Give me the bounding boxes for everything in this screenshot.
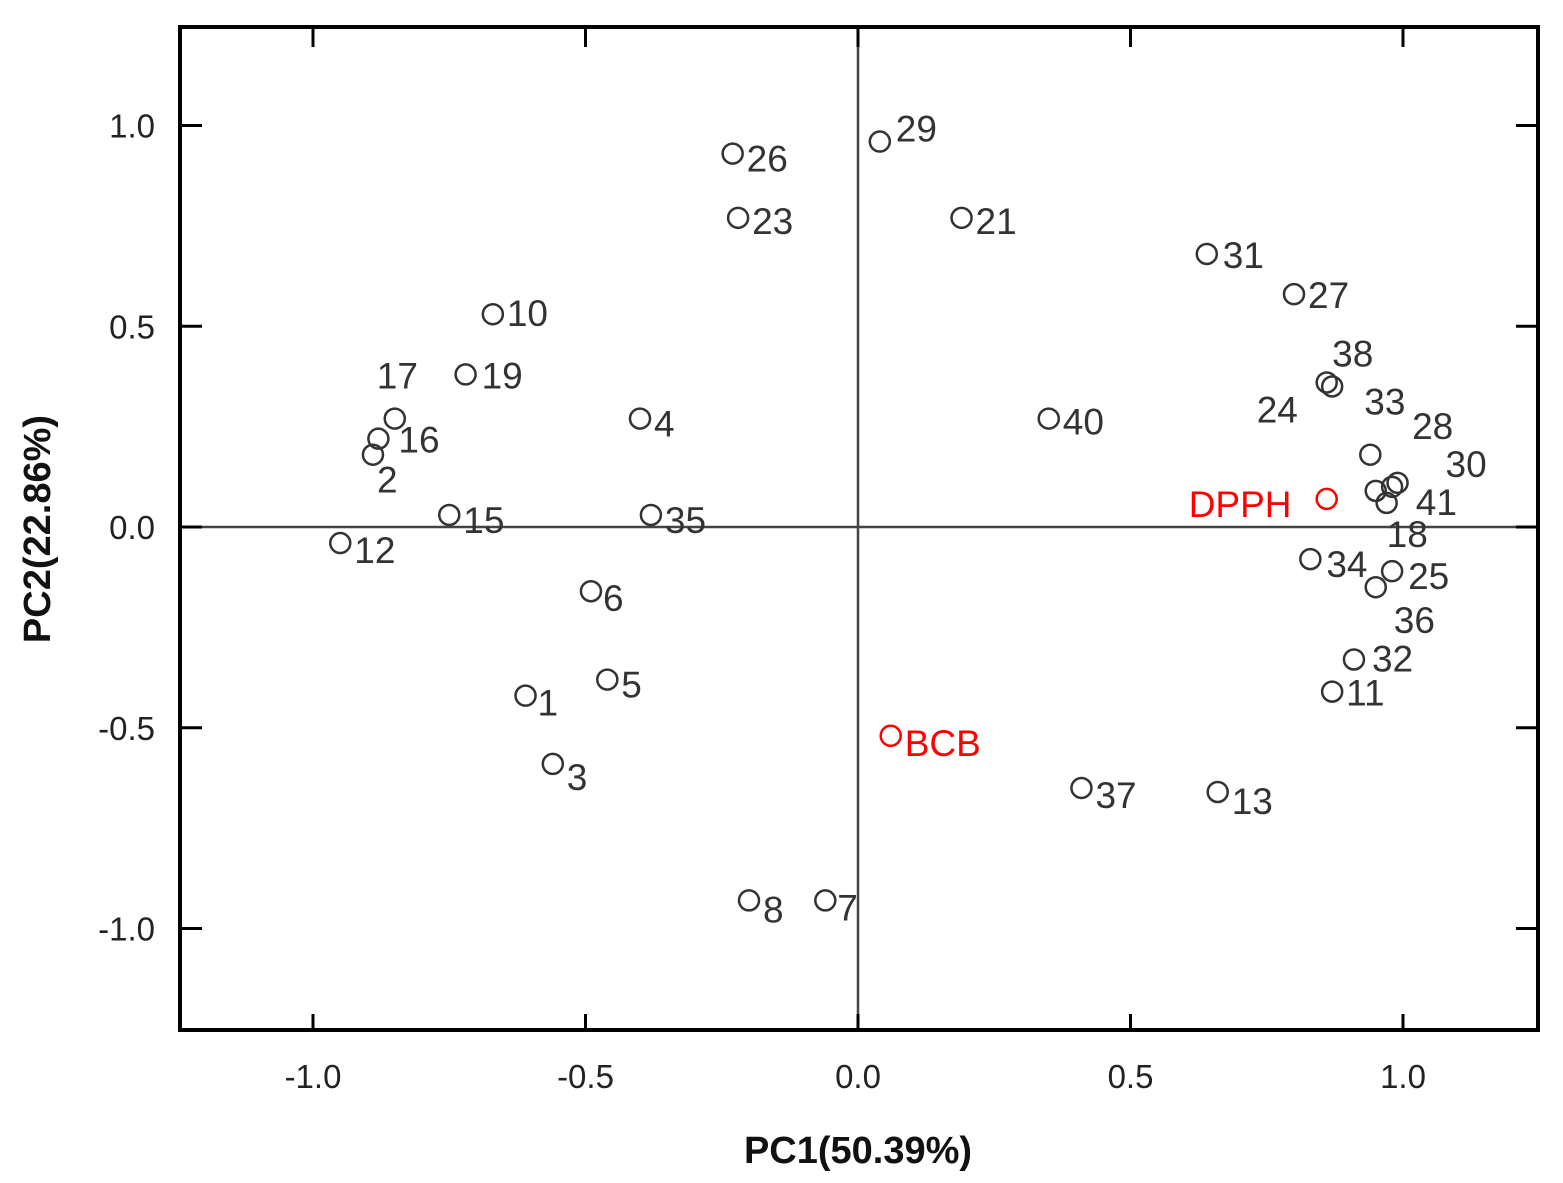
point-label-30: 30 (1446, 444, 1487, 485)
point-label-31: 31 (1223, 235, 1264, 276)
point-label-17: 17 (377, 356, 418, 397)
point-label-10: 10 (507, 293, 548, 334)
point-label-41: 41 (1416, 482, 1457, 523)
point-marker-41 (1364, 479, 1387, 503)
series-variables: DPPH BCB (879, 484, 1338, 764)
point-marker-6 (579, 579, 603, 603)
point-label-DPPH: DPPH (1189, 484, 1292, 525)
point-marker-7 (814, 889, 837, 912)
point-marker-28 (1380, 475, 1404, 499)
point-label-28: 28 (1412, 406, 1453, 447)
point-marker-2 (361, 443, 385, 466)
point-label-19: 19 (482, 355, 523, 396)
x-axis-title: PC1(50.39%) (744, 1130, 972, 1172)
point-marker-33 (1359, 443, 1382, 466)
point-label-12: 12 (354, 530, 395, 571)
point-label-6: 6 (603, 578, 624, 619)
point-marker-8 (737, 889, 761, 912)
point-label-13: 13 (1232, 781, 1273, 822)
point-marker-11 (1320, 680, 1344, 703)
point-marker-35 (639, 503, 663, 527)
series-samples: 1234567810111213151617181921232425262728… (329, 109, 1487, 930)
point-label-37: 37 (1095, 775, 1136, 816)
point-label-2: 2 (377, 460, 398, 501)
y-tick-label: 1.0 (109, 108, 155, 145)
point-marker-19 (454, 363, 477, 386)
point-label-16: 16 (398, 420, 439, 461)
point-label-23: 23 (752, 201, 793, 242)
point-marker-15 (438, 503, 461, 527)
point-marker-3 (541, 752, 565, 776)
point-label-38: 38 (1332, 333, 1373, 374)
point-label-5: 5 (621, 665, 642, 706)
point-marker-34 (1299, 547, 1322, 571)
x-tick-label: 0.5 (1108, 1058, 1154, 1095)
point-marker-21 (950, 206, 973, 230)
point-label-36: 36 (1394, 600, 1435, 641)
point-marker-17 (383, 407, 406, 430)
point-marker-32 (1342, 648, 1366, 671)
point-label-25: 25 (1408, 556, 1449, 597)
point-label-15: 15 (463, 500, 504, 541)
point-label-4: 4 (654, 404, 675, 445)
y-tick-label: 0.5 (109, 308, 155, 345)
point-label-40: 40 (1063, 402, 1104, 443)
point-label-11: 11 (1346, 673, 1384, 714)
point-marker-24 (1315, 371, 1338, 394)
point-marker-36 (1364, 575, 1387, 599)
point-label-26: 26 (747, 139, 788, 180)
x-tick-label: -1.0 (285, 1058, 342, 1095)
point-marker-38 (1320, 375, 1344, 398)
point-marker-23 (726, 206, 750, 230)
point-marker-37 (1070, 776, 1093, 800)
point-marker-1 (514, 684, 537, 707)
point-marker-12 (329, 531, 352, 555)
point-marker-27 (1282, 282, 1306, 306)
x-tick-label: -0.5 (557, 1058, 614, 1095)
point-marker-25 (1380, 559, 1404, 583)
point-marker-DPPH (1315, 487, 1338, 511)
point-label-1: 1 (538, 683, 559, 724)
point-marker-29 (868, 130, 892, 153)
point-marker-10 (481, 302, 505, 326)
point-marker-30 (1386, 471, 1409, 495)
y-tick-label: -0.5 (98, 710, 155, 747)
point-label-21: 21 (976, 201, 1017, 242)
point-label-7: 7 (837, 887, 858, 928)
point-marker-40 (1037, 407, 1060, 430)
x-tick-label: 1.0 (1380, 1058, 1426, 1095)
data-points: 1234567810111213151617181921232425262728… (329, 109, 1487, 930)
point-marker-4 (628, 407, 652, 430)
point-label-8: 8 (763, 889, 784, 930)
axis-ticks: -1.0 -0.5 0.0 0.5 1.0 1.0 0.5 0.0 -0.5 -1.0 (98, 27, 1538, 1095)
point-label-24: 24 (1257, 389, 1298, 430)
point-label-3: 3 (567, 757, 588, 798)
point-marker-26 (721, 142, 744, 165)
y-axis-title: PC2(22.86%) (17, 415, 59, 643)
point-marker-BCB (879, 724, 902, 748)
point-label-BCB: BCB (905, 723, 981, 764)
point-label-18: 18 (1387, 514, 1428, 555)
point-marker-31 (1195, 242, 1219, 266)
point-label-33: 33 (1364, 382, 1405, 423)
point-marker-5 (596, 668, 619, 691)
point-label-27: 27 (1308, 275, 1349, 316)
x-tick-label: 0.0 (835, 1058, 881, 1095)
reference-lines (180, 27, 1538, 1030)
y-tick-label: -1.0 (98, 911, 155, 948)
point-marker-16 (367, 427, 390, 450)
point-label-32: 32 (1372, 638, 1413, 679)
point-label-35: 35 (665, 500, 706, 541)
point-label-29: 29 (896, 109, 937, 150)
point-marker-13 (1206, 780, 1229, 804)
y-tick-label: 0.0 (109, 509, 155, 546)
point-label-34: 34 (1326, 544, 1367, 585)
